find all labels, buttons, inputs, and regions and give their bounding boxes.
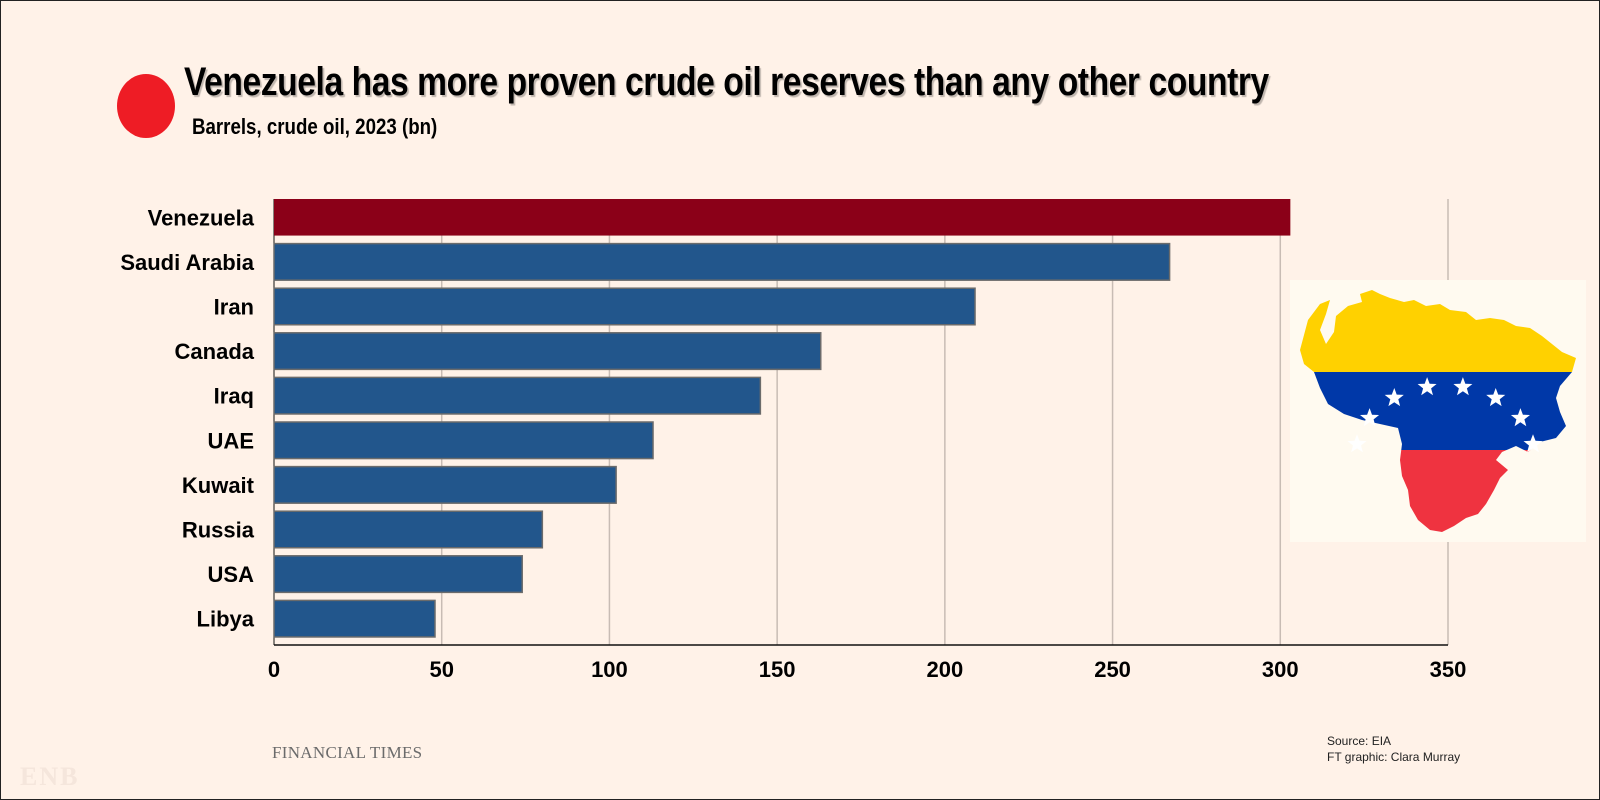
category-label-saudi-arabia: Saudi Arabia [120,250,254,275]
x-tick-label-300: 300 [1262,657,1299,682]
bar-uae [273,421,654,460]
title-dot-icon [117,74,175,138]
bar-saudi-arabia [273,242,1171,281]
flag-star-5 [1453,377,1473,396]
flag-map-panel [1290,280,1586,542]
category-label-iraq: Iraq [214,384,254,409]
bar-kuwait [273,465,617,504]
bar-usa [273,555,523,594]
tick-labels: 0 50 100 150 200 250 300 350 [268,657,1466,682]
bar-iraq [273,376,762,415]
category-label-kuwait: Kuwait [182,473,255,498]
x-tick-label-0: 0 [268,657,280,682]
category-label-russia: Russia [182,517,255,542]
watermark-logo: ENB [20,762,80,791]
source-text: Source: EIA [1327,734,1392,748]
bar-iran [273,287,976,326]
venezuela-flag-map-icon [1300,290,1576,532]
category-label-iran: Iran [214,294,254,319]
bar-libya [273,599,436,638]
bar-venezuela [274,199,1291,236]
x-tick-label-100: 100 [591,657,628,682]
x-tick-label-150: 150 [759,657,796,682]
flag-star-8 [1523,434,1543,453]
credit-text: FT graphic: Clara Murray [1327,750,1461,764]
flag-star-7 [1510,408,1530,427]
flag-star-4 [1417,377,1437,396]
bar-russia [273,510,544,549]
flag-star-3 [1384,388,1404,407]
chart-subtitle: Barrels, crude oil, 2023 (bn) [192,114,438,139]
category-labels: Venezuela Saudi Arabia Iran Canada Iraq UAE Ku… [120,205,254,631]
x-tick-label-50: 50 [429,657,453,682]
chart-title: Venezuela has more proven crude oil rese… [184,60,1269,104]
source-note: Source: EIA FT graphic: Clara Murray [1327,733,1460,765]
x-tick-label-350: 350 [1430,657,1467,682]
category-label-canada: Canada [175,339,255,364]
category-label-usa: USA [208,562,255,587]
flag-star-1 [1347,434,1367,453]
x-tick-label-200: 200 [926,657,963,682]
bar-canada [273,332,822,371]
category-label-libya: Libya [197,607,255,632]
flag-star-6 [1486,388,1506,407]
bars [273,199,1291,638]
x-tick-label-250: 250 [1094,657,1131,682]
category-label-uae: UAE [208,428,254,453]
flag-star-2 [1360,408,1380,427]
category-label-venezuela: Venezuela [148,205,255,230]
ft-brand-logo: FINANCIAL TIMES [272,743,423,762]
